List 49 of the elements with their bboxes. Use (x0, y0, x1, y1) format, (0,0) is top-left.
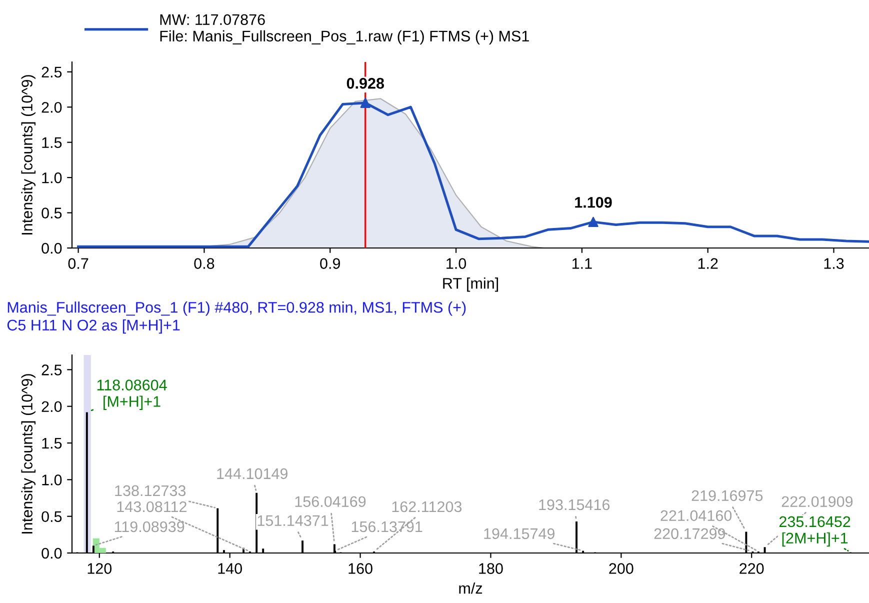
annotation: 162.11203 (392, 501, 462, 512)
y-tick-label: 1.5 (42, 438, 62, 449)
annotation: 235.16452 [2M+H]+1 (779, 516, 850, 547)
annotation: 193.15416 (539, 499, 610, 510)
chart-subtitle: C5 H11 N O2 as [M+H]+1 (7, 319, 180, 334)
y-tick-label: 1.5 (42, 137, 62, 148)
y-tick-label: 0.5 (42, 208, 62, 218)
y-tick-label: 2.0 (42, 102, 62, 113)
chart-title: Manis_Fullscreen_Pos_1 (F1) #480, RT=0.928 min, MS1, FTMS (+) (8, 302, 466, 316)
x-axis-title: RT [min] (443, 278, 498, 292)
y-tick-label: 0.0 (42, 548, 62, 559)
annotation: 220.17299 (654, 528, 726, 540)
y-tick-label: 1.0 (42, 172, 62, 184)
x-tick-label: 180 (479, 563, 503, 574)
x-tick-label: 0.8 (194, 258, 214, 269)
annotation: 138.12733 (115, 485, 186, 496)
x-tick-label: 1.2 (698, 258, 718, 269)
x-tick-label: 1.3 (824, 258, 844, 269)
x-tick-label: 1.0 (446, 258, 466, 269)
annotation: 222.01909 (782, 496, 853, 508)
annotation: 151.14371 (258, 515, 328, 526)
annotation: 194.15749 (484, 528, 555, 540)
x-tick-label: 220 (740, 563, 764, 574)
x-tick-label: 0.9 (320, 258, 340, 269)
x-axis-title: m/z (459, 582, 482, 594)
annotation: 156.04169 (295, 496, 366, 508)
annotation: 118.08604 [M+H]+1 (97, 380, 167, 410)
annotation: 219.16975 (692, 490, 763, 502)
y-tick-label: 2.5 (42, 364, 62, 376)
x-tick-label: 200 (609, 563, 634, 574)
y-tick-label: 0.0 (42, 242, 62, 254)
y-tick-label: 2.0 (42, 401, 62, 412)
x-tick-label: 120 (88, 563, 112, 574)
annotation: 1.109 (575, 196, 612, 208)
annotation: 221.04160 (660, 510, 732, 522)
x-tick-label: 0.7 (68, 258, 88, 269)
y-tick-label: 0.5 (42, 511, 62, 522)
y-tick-label: 1.0 (42, 474, 62, 486)
x-tick-label: 1.1 (572, 258, 592, 269)
legend-label: MW: 117.07876 File: Manis_Fullscreen_Pos_1.raw (F1) FTMS (+) MS1 (160, 14, 529, 45)
annotation: 119.08939 (114, 521, 184, 532)
x-tick-label: 140 (218, 563, 242, 574)
y-axis-title: Intensity [counts] (10^9) (21, 75, 36, 234)
x-tick-label: 160 (348, 563, 372, 574)
y-axis-title: Intensity [counts] (10^9) (21, 374, 36, 534)
annotation: 0.928 (346, 78, 384, 89)
annotation: 144.10149 (217, 468, 288, 480)
y-tick-label: 2.5 (42, 66, 62, 78)
annotation: 143.08112 (117, 501, 186, 512)
